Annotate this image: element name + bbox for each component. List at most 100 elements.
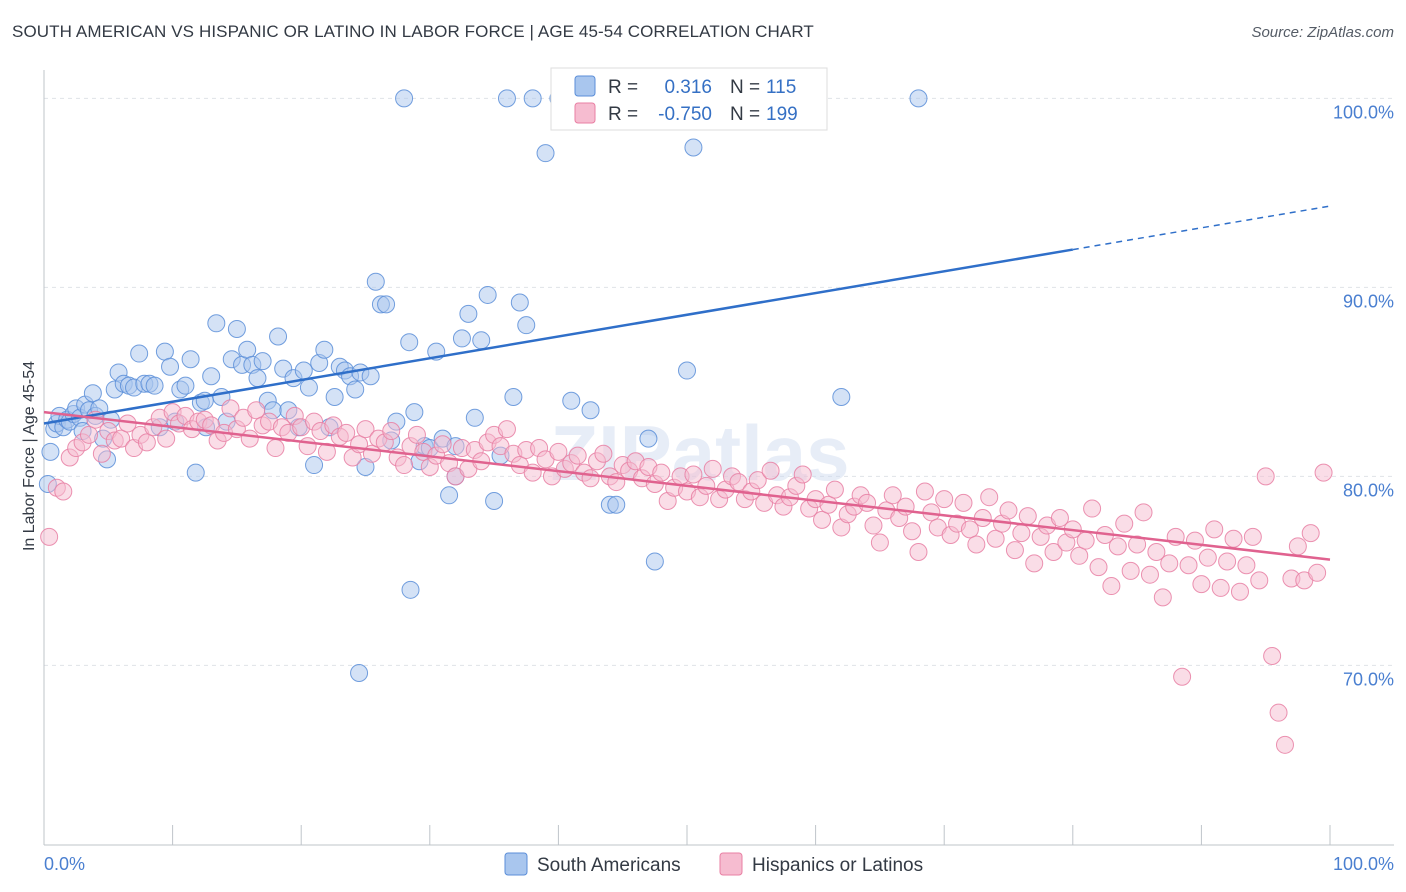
hispanic-latino-point-166 — [1108, 537, 1127, 556]
series-hispanics-or-latinos — [40, 399, 1333, 754]
hispanic-latino-point-49 — [356, 420, 375, 439]
hispanic-latino-point-173 — [1153, 588, 1172, 607]
legend-n-value-1: 115 — [766, 77, 796, 98]
hispanic-latino-point-162 — [1083, 499, 1102, 518]
y-tick-label-0: 100.0% — [1333, 102, 1394, 122]
source-label: Source: ZipAtlas.com — [1251, 24, 1394, 41]
hispanic-latino-point-169 — [1128, 535, 1147, 554]
hispanic-latino-point-40 — [298, 437, 317, 456]
hispanic-latino-point-128 — [864, 516, 883, 535]
hispanic-latino-point-192 — [1275, 735, 1294, 754]
hispanic-latino-point-185 — [1230, 582, 1249, 601]
hispanic-latino-point-187 — [1243, 527, 1262, 546]
south-american-point-67 — [346, 380, 365, 399]
hispanic-latino-point-129 — [870, 533, 889, 552]
legend-box: R = 0.316 N = 115 R = -0.750 N = 199 — [550, 67, 828, 131]
south-american-point-88 — [465, 408, 484, 427]
hispanic-latino-point-196 — [1301, 524, 1320, 543]
hispanic-latino-point-102 — [697, 476, 716, 495]
hispanic-latino-point-152 — [1018, 507, 1037, 526]
hispanic-latino-point-2 — [54, 482, 73, 501]
hispanic-latino-point-6 — [80, 425, 99, 444]
x-tick-label-max: 100.0% — [1333, 854, 1394, 874]
south-american-point-91 — [485, 491, 504, 510]
hispanic-latino-point-142 — [954, 493, 973, 512]
south-american-point-59 — [305, 456, 324, 475]
south-american-point-100 — [562, 391, 581, 410]
hispanic-latino-point-8 — [92, 444, 111, 463]
south-american-point-39 — [202, 367, 221, 386]
south-american-point-101 — [581, 401, 600, 420]
hispanic-latino-point-189 — [1256, 467, 1275, 486]
hispanic-latino-point-31 — [240, 429, 259, 448]
hispanic-latino-point-79 — [549, 442, 568, 461]
hispanic-latino-point-131 — [883, 486, 902, 505]
hispanic-latino-point-170 — [1134, 503, 1153, 522]
hispanic-latino-point-117 — [793, 465, 812, 484]
hispanic-latino-point-15 — [137, 433, 156, 452]
hispanic-latino-point-167 — [1115, 514, 1134, 533]
south-american-point-76 — [395, 89, 414, 108]
south-american-point-58 — [299, 378, 318, 397]
hispanic-latino-point-171 — [1140, 565, 1159, 584]
hispanic-latino-point-151 — [1012, 524, 1031, 543]
hispanic-latino-point-198 — [1314, 463, 1333, 482]
trend-line-1 — [43, 410, 1331, 561]
hispanic-latino-point-28 — [221, 399, 240, 418]
chart-title: SOUTH AMERICAN VS HISPANIC OR LATINO IN … — [12, 22, 814, 41]
south-american-point-98 — [536, 144, 555, 163]
y-tick-label-2: 80.0% — [1343, 480, 1394, 500]
south-american-point-87 — [459, 304, 478, 323]
hispanic-latino-point-57 — [407, 425, 426, 444]
south-american-point-78 — [405, 403, 424, 422]
south-american-point-34 — [176, 376, 195, 395]
south-american-point-52 — [269, 327, 288, 346]
hispanic-latino-point-176 — [1173, 667, 1192, 686]
legend-swatch-blue — [574, 75, 596, 97]
hispanic-latino-point-32 — [247, 401, 266, 420]
south-american-point-89 — [472, 331, 491, 350]
hispanic-latino-point-183 — [1218, 552, 1237, 571]
hispanic-latino-point-197 — [1308, 563, 1327, 582]
hispanic-latino-point-122 — [825, 480, 844, 499]
hispanic-latino-point-112 — [761, 461, 780, 480]
hispanic-latino-point-136 — [915, 482, 934, 501]
south-american-point-86 — [452, 329, 471, 348]
hispanic-latino-point-53 — [382, 422, 401, 441]
south-american-point-107 — [678, 361, 696, 380]
hispanic-latino-point-191 — [1269, 703, 1288, 722]
legend-r-value-2: -0.750 — [658, 104, 712, 125]
south-american-point-57 — [294, 361, 313, 380]
hispanic-latino-point-61 — [433, 435, 452, 454]
south-american-point-93 — [497, 89, 516, 108]
hispanic-latino-point-18 — [157, 429, 176, 448]
south-american-point-90 — [478, 285, 497, 304]
hispanic-latino-point-134 — [903, 522, 922, 541]
hispanic-latino-point-160 — [1070, 546, 1089, 565]
bottom-legend-label-1: South Americans — [537, 855, 681, 876]
hispanic-latino-point-186 — [1237, 556, 1256, 575]
bottom-legend-label-2: Hispanics or Latinos — [752, 855, 923, 876]
hispanic-latino-point-177 — [1179, 556, 1198, 575]
hispanic-latino-point-35 — [266, 439, 285, 458]
hispanic-latino-point-55 — [395, 456, 414, 475]
hispanic-latino-point-100 — [684, 465, 703, 484]
south-american-point-97 — [523, 89, 542, 108]
south-american-point-95 — [510, 293, 529, 312]
hispanic-latino-point-153 — [1025, 554, 1044, 573]
hispanic-latino-point-46 — [337, 423, 356, 442]
south-american-point-48 — [248, 369, 267, 388]
hispanic-latino-point-84 — [581, 469, 600, 488]
gridlines — [44, 97, 1394, 666]
legend-n-label-1: N = — [730, 77, 760, 98]
south-american-point-63 — [325, 388, 344, 407]
south-american-point-61 — [315, 340, 334, 359]
x-tick-label-min: 0.0% — [44, 854, 85, 874]
hispanic-latino-point-127 — [858, 493, 877, 512]
south-american-point-35 — [181, 350, 200, 369]
hispanic-latino-point-149 — [999, 501, 1018, 520]
trend-line-extension-0 — [1072, 205, 1331, 251]
south-american-point-105 — [645, 552, 664, 571]
south-american-point-96 — [517, 316, 536, 335]
